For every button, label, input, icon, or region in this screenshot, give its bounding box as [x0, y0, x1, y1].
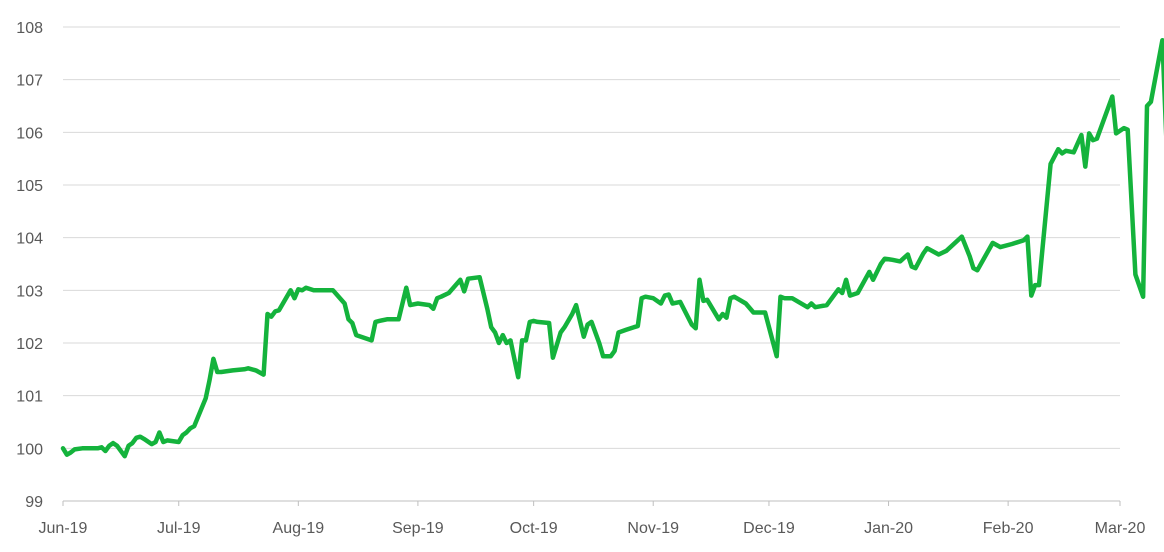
x-tick-label: Sep-19 — [392, 520, 444, 537]
x-tick-label: Feb-20 — [983, 520, 1034, 537]
y-tick-label: 107 — [16, 73, 43, 90]
x-tick-label: Jul-19 — [157, 520, 201, 537]
x-tick-label: Oct-19 — [510, 520, 558, 537]
y-tick-label: 100 — [16, 441, 43, 458]
y-tick-label: 106 — [16, 125, 43, 142]
y-axis-tick-labels: 99 100 101 102 103 104 105 106 107 108 — [16, 20, 43, 511]
x-tick-label: Jun-19 — [39, 520, 88, 537]
series-layer — [60, 37, 1164, 459]
y-tick-label: 103 — [16, 283, 43, 300]
x-axis-tick-labels: Jun-19 Jul-19 Aug-19 Sep-19 Oct-19 Nov-19 Dec-… — [39, 520, 1146, 537]
y-tick-label: 104 — [16, 231, 43, 248]
x-tick-label: Jan-20 — [864, 520, 913, 537]
series-line-0 — [60, 37, 1164, 459]
x-tick-label: Mar-20 — [1095, 520, 1146, 537]
x-axis — [62, 500, 1121, 506]
x-tick-label: Nov-19 — [627, 520, 679, 537]
y-tick-label: 101 — [16, 389, 43, 406]
gridlines — [63, 26, 1120, 449]
y-tick-label: 99 — [25, 494, 43, 511]
x-tick-label: Dec-19 — [743, 520, 795, 537]
y-tick-label: 105 — [16, 178, 43, 195]
y-tick-label: 108 — [16, 20, 43, 37]
x-tick-label: Aug-19 — [273, 520, 325, 537]
y-tick-label: 102 — [16, 336, 43, 353]
